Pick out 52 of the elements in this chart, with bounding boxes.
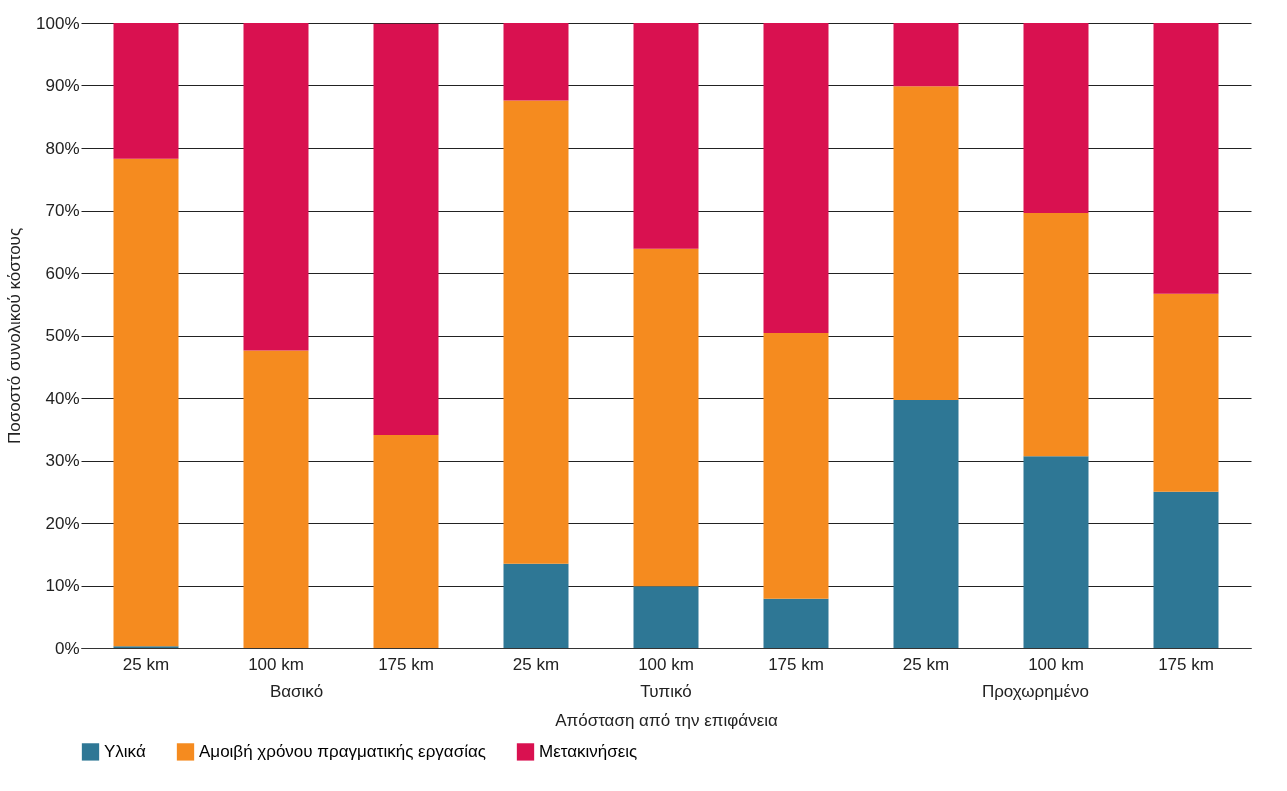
legend-label: Αμοιβή χρόνου πραγματικής εργασίας — [199, 741, 486, 761]
bar — [113, 23, 179, 159]
x-tick-label: 100 km — [248, 654, 304, 674]
x-tick-label: 175 km — [1158, 654, 1214, 674]
bar — [373, 434, 439, 648]
text: Προχωρημένο — [981, 682, 1090, 701]
bar — [503, 100, 569, 564]
text: Βασικό — [269, 682, 324, 701]
y-axis-title: Ποσοστό συνολικού κόστους — [5, 227, 25, 445]
y-tick-label: 60% — [45, 263, 80, 283]
bar — [633, 586, 699, 648]
y-tick-label: 40% — [45, 388, 80, 408]
legend-label: Υλικά — [104, 741, 146, 761]
bar — [1023, 456, 1089, 648]
x-tick-label: 175 km — [378, 654, 434, 674]
bar — [633, 23, 699, 249]
bar — [1023, 23, 1089, 213]
x-tick-label: 25 km — [902, 654, 950, 674]
bar — [893, 86, 959, 400]
x-tick-label: 100 km — [638, 654, 694, 674]
bar — [893, 23, 959, 87]
bar — [633, 248, 699, 587]
x-tick-label: 100 km — [1028, 654, 1084, 674]
bar — [503, 563, 569, 648]
y-tick-label: 70% — [45, 201, 80, 220]
bar — [763, 333, 829, 599]
x-axis-title: Απόσταση από την επιφάνεια — [555, 710, 779, 730]
bar — [1153, 293, 1219, 492]
text: Τυπικό — [640, 682, 692, 701]
x-tick-label: 25 km — [512, 654, 560, 674]
y-tick-label: 100% — [36, 13, 80, 33]
bar — [243, 23, 309, 351]
bar — [503, 23, 569, 101]
bar — [763, 598, 829, 648]
bar — [243, 350, 309, 648]
bar — [1023, 213, 1089, 457]
y-tick-label: 10% — [45, 576, 80, 595]
bar — [1153, 23, 1219, 294]
bar — [113, 158, 179, 647]
x-tick-label: 25 km — [122, 654, 170, 674]
legend-label: Μετακινήσεις — [539, 741, 638, 761]
y-tick-label: 30% — [45, 451, 80, 470]
x-tick-label: 175 km — [768, 654, 824, 674]
y-tick-label: 90% — [45, 76, 80, 95]
y-tick-label: 50% — [45, 326, 80, 345]
bar — [763, 23, 829, 333]
y-tick-label: 0% — [54, 638, 80, 658]
bar — [1153, 491, 1219, 648]
bar — [893, 399, 959, 648]
y-tick-label: 80% — [45, 138, 80, 158]
bar — [373, 23, 439, 435]
y-tick-label: 20% — [45, 513, 80, 533]
